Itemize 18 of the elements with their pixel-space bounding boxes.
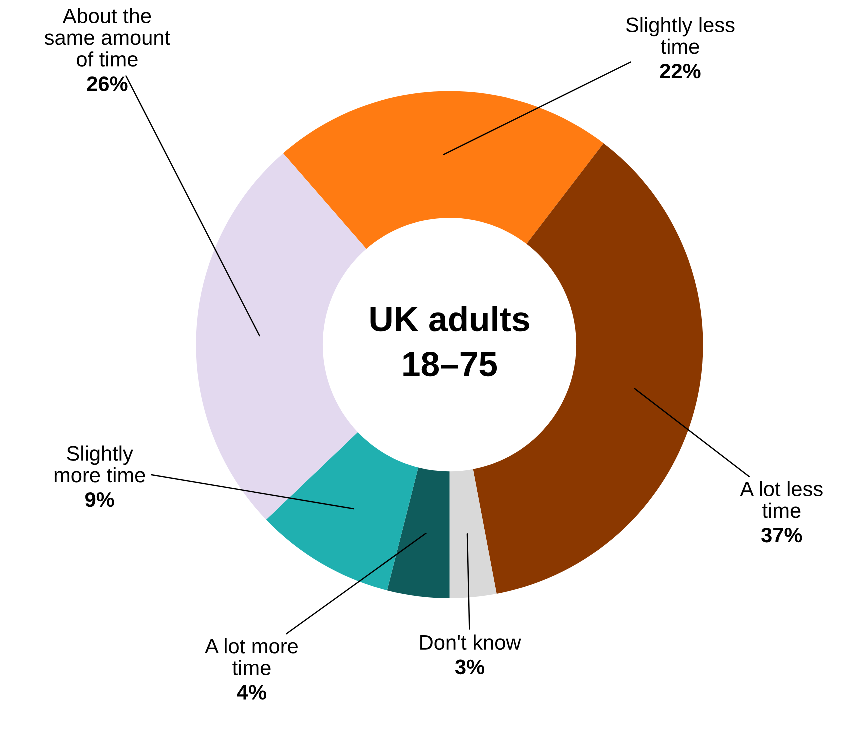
donut-slice <box>283 91 604 250</box>
data-label: 37% <box>762 528 802 543</box>
data-label: 3% <box>455 660 485 675</box>
data-label: 22% <box>660 64 701 79</box>
donut-slice <box>450 469 497 598</box>
text: UK adults 18–75 <box>370 306 530 377</box>
slice-label: About the same amount of time <box>44 8 170 67</box>
donut-slice <box>196 153 367 520</box>
data-label: 26% <box>87 76 128 92</box>
donut-slice <box>387 468 450 598</box>
slice-label: A lot more time <box>205 638 298 676</box>
slice-label: A lot less time <box>740 481 823 518</box>
data-label: 4% <box>237 685 266 700</box>
donut-slice <box>266 432 419 591</box>
data-label: 9% <box>86 492 114 508</box>
slice-label: Don't know <box>420 634 522 650</box>
slice-label: Slightly more time <box>54 446 146 483</box>
slice-label: Slightly less time <box>626 17 735 54</box>
